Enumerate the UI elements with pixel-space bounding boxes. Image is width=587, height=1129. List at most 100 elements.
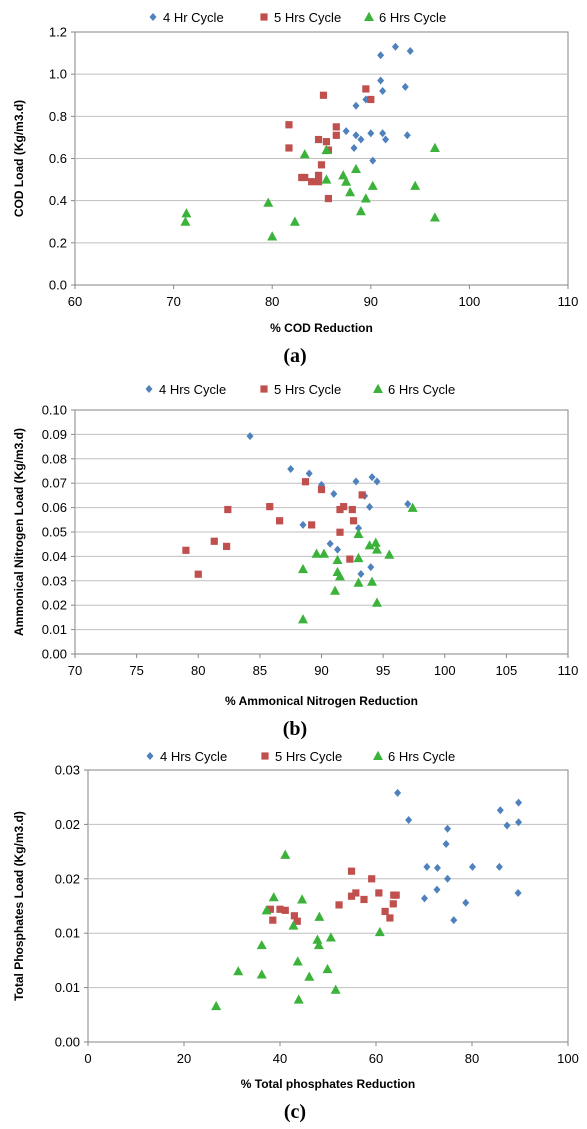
data-point <box>330 984 341 994</box>
legend-label: 6 Hrs Cycle <box>379 10 446 25</box>
data-point <box>293 917 301 925</box>
data-point <box>352 889 360 897</box>
data-point <box>338 170 349 180</box>
data-point <box>347 892 356 900</box>
data-point <box>379 129 387 138</box>
legend: 4 Hrs Cycle 5 Hrs Cycle 6 Hrs Cycle <box>146 749 455 764</box>
data-point <box>317 161 326 169</box>
y-tick-label: 1.2 <box>49 25 67 40</box>
data-point <box>335 901 343 909</box>
y-tick-label: 0.0 <box>49 278 67 293</box>
data-point <box>304 971 315 981</box>
data-point <box>256 969 267 979</box>
data-point <box>348 505 356 514</box>
data-point <box>433 863 441 872</box>
data-point <box>382 135 390 144</box>
data-point <box>298 563 309 574</box>
data-point <box>347 867 356 875</box>
data-point <box>352 131 360 140</box>
data-point <box>340 503 348 511</box>
data-point <box>336 505 344 514</box>
data-point <box>429 142 440 152</box>
data-point <box>342 127 350 136</box>
legend-label: 6 Hrs Cycle <box>388 382 455 397</box>
legend-label: 5 Hrs Cycle <box>274 382 341 397</box>
data-point <box>224 505 232 514</box>
x-tick-label: 80 <box>191 663 205 678</box>
data-point <box>299 520 307 529</box>
panel-label: (b) <box>283 718 307 740</box>
legend-marker <box>260 13 268 21</box>
x-tick-label: 70 <box>68 663 82 678</box>
data-point <box>301 173 309 182</box>
data-point <box>391 42 399 51</box>
data-point <box>268 892 279 902</box>
data-point <box>312 934 323 944</box>
data-point <box>276 905 284 913</box>
y-tick-label: 0.00 <box>55 1035 80 1050</box>
data-point <box>292 956 303 966</box>
y-tick-label: 0.8 <box>49 109 67 124</box>
data-point <box>318 548 329 558</box>
data-point <box>332 131 340 139</box>
data-point <box>401 82 409 91</box>
data-point <box>444 874 452 883</box>
data-point <box>301 478 310 486</box>
series-1 <box>266 867 400 925</box>
x-tick-label: 85 <box>253 663 267 678</box>
x-axis-title: % Total phosphates Reduction <box>241 1077 415 1091</box>
series-2 <box>298 502 418 624</box>
data-point <box>379 87 387 96</box>
data-point <box>495 862 503 871</box>
y-tick-label: 0.08 <box>42 451 67 466</box>
data-point <box>285 121 293 129</box>
data-point <box>450 916 458 925</box>
data-point <box>211 1000 222 1011</box>
data-point <box>334 571 345 581</box>
y-tick-label: 0.02 <box>42 598 67 613</box>
data-point <box>353 528 364 538</box>
data-point <box>375 889 383 897</box>
data-point <box>313 939 324 950</box>
legend-marker <box>149 13 157 21</box>
panel-label: (a) <box>283 345 306 367</box>
data-point <box>364 540 375 550</box>
data-point <box>308 521 316 529</box>
legend-marker <box>373 750 383 760</box>
data-point <box>308 178 316 186</box>
data-point <box>377 51 385 60</box>
data-point <box>330 489 338 498</box>
x-tick-label: 40 <box>273 1051 287 1066</box>
data-point <box>288 920 299 930</box>
data-point <box>433 885 441 894</box>
data-point <box>314 171 323 179</box>
data-point <box>353 577 364 587</box>
data-point <box>503 821 511 830</box>
plot-frame <box>87 769 569 1043</box>
legend-marker <box>146 752 154 760</box>
data-point <box>371 544 382 554</box>
data-point <box>266 905 274 913</box>
chart-c: 0.00 0.01 0.01 0.02 0.02 0.03 0 20 40 60 80 100 % To… <box>12 749 579 1123</box>
y-tick-label: 0.2 <box>49 235 67 250</box>
data-point <box>314 135 323 144</box>
data-point <box>360 193 371 203</box>
y-tick-label: 0.6 <box>49 151 67 166</box>
data-point <box>321 174 332 184</box>
y-tick-label: 0.02 <box>55 817 80 832</box>
data-point <box>353 552 364 563</box>
x-tick-label: 105 <box>496 663 518 678</box>
data-point <box>368 473 376 482</box>
y-tick-label: 0.05 <box>42 525 67 540</box>
y-tick-label: 0.04 <box>42 549 67 564</box>
data-point <box>351 163 362 174</box>
y-tick-label: 0.06 <box>42 500 67 515</box>
data-point <box>515 798 523 807</box>
data-point <box>367 129 375 138</box>
x-tick-label: 90 <box>364 294 378 309</box>
data-point <box>462 898 470 907</box>
data-point <box>367 95 375 104</box>
data-point <box>374 926 385 937</box>
x-tick-label: 60 <box>68 294 82 309</box>
data-point <box>293 994 304 1004</box>
